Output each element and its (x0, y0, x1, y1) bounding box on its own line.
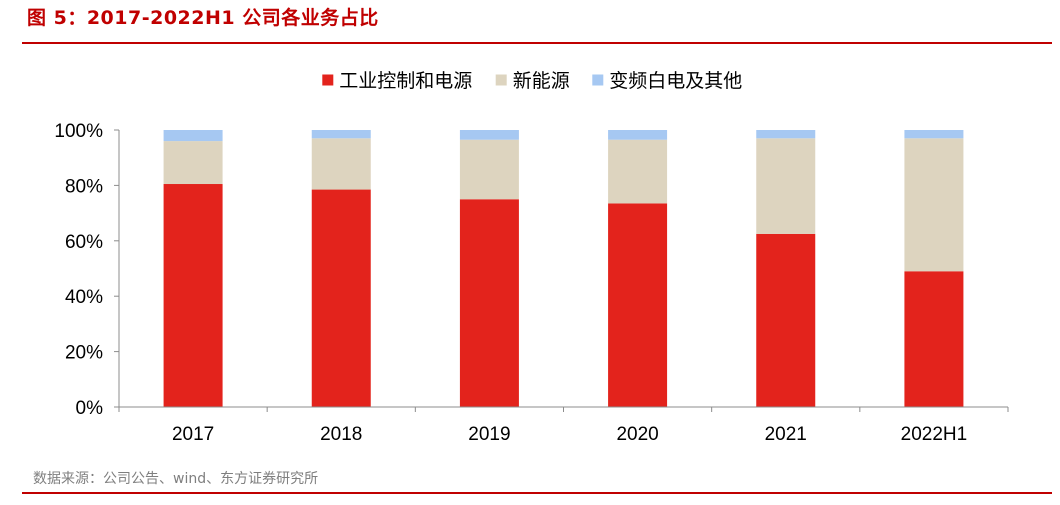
bar-segment-2020-s0 (608, 203, 668, 407)
legend-swatch-0 (322, 74, 334, 86)
bars (163, 130, 964, 407)
y-tick-label: 0% (76, 398, 104, 419)
bar-segment-2022H1-s2 (904, 130, 964, 139)
bar-segment-2018-s2 (311, 130, 371, 139)
x-tick-label: 2020 (616, 424, 658, 445)
bar-segment-2017-s0 (163, 184, 223, 407)
footer-divider (22, 492, 1052, 494)
axes: 0% 20% 40% 60% 80% 100% 2017 2018 2019 2020 2021 20… (54, 121, 1009, 445)
bar-segment-2020-s2 (608, 130, 668, 140)
title-divider (22, 42, 1052, 44)
y-tick-label: 40% (65, 287, 103, 308)
y-tick-label: 100% (54, 121, 103, 142)
x-tick-label: 2017 (172, 424, 214, 445)
y-tick-label: 20% (65, 343, 103, 364)
stacked-bar-chart: 工业控制和电源 新能源 变频白电及其他 0% 20% 40% 60% 80% 100% 2017… (54, 70, 1009, 445)
y-tick-label: 80% (65, 176, 103, 197)
bar-segment-2017-s2 (163, 130, 223, 142)
x-tick-label: 2018 (320, 424, 362, 445)
bar-segment-2019-s0 (459, 199, 519, 407)
x-tick-label: 2022H1 (901, 424, 968, 445)
legend: 工业控制和电源 新能源 变频白电及其他 (322, 70, 742, 92)
legend-label-2: 变频白电及其他 (609, 70, 742, 92)
bar-segment-2022H1-s0 (904, 271, 964, 407)
bar-segment-2020-s1 (608, 139, 668, 204)
bar-segment-2022H1-s1 (904, 138, 964, 272)
bar-segment-2019-s2 (459, 130, 519, 140)
bar-segment-2021-s1 (756, 138, 816, 234)
legend-label-0: 工业控制和电源 (339, 70, 472, 92)
x-tick-label: 2021 (765, 424, 807, 445)
bar-segment-2018-s0 (311, 189, 371, 407)
bar-segment-2021-s0 (756, 233, 816, 407)
source-note: 数据来源：公司公告、wind、东方证券研究所 (33, 471, 319, 487)
legend-swatch-1 (495, 74, 507, 86)
x-tick-label: 2019 (468, 424, 510, 445)
figure-title: 图 5：2017-2022H1 公司各业务占比 (27, 7, 379, 29)
legend-label-1: 新能源 (513, 70, 570, 92)
bar-segment-2017-s1 (163, 141, 223, 185)
bar-segment-2018-s1 (311, 138, 371, 190)
legend-swatch-2 (592, 74, 604, 86)
bar-segment-2019-s1 (459, 139, 519, 200)
y-tick-label: 60% (65, 232, 103, 253)
bar-segment-2021-s2 (756, 130, 816, 139)
